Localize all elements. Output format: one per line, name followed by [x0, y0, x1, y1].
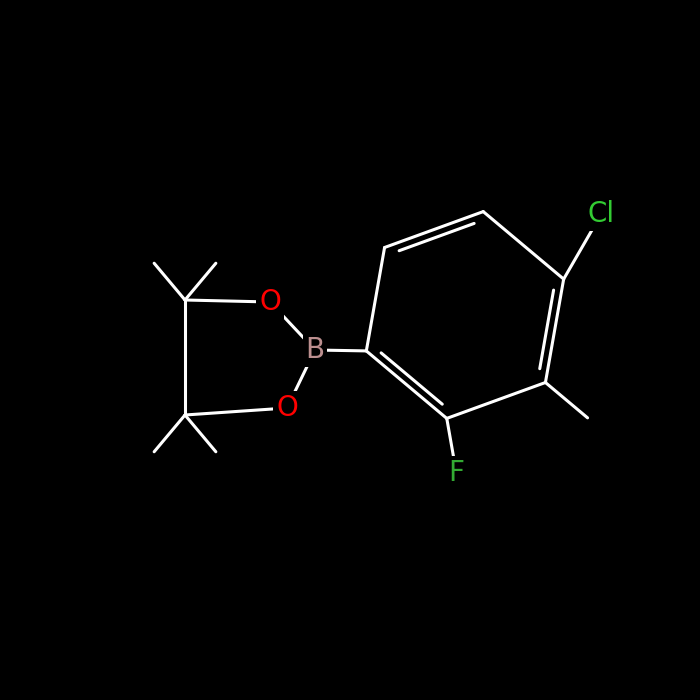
Text: B: B	[305, 336, 325, 364]
Text: F: F	[448, 458, 464, 486]
Text: O: O	[276, 394, 298, 422]
Text: O: O	[259, 288, 281, 316]
Text: Cl: Cl	[587, 200, 615, 228]
